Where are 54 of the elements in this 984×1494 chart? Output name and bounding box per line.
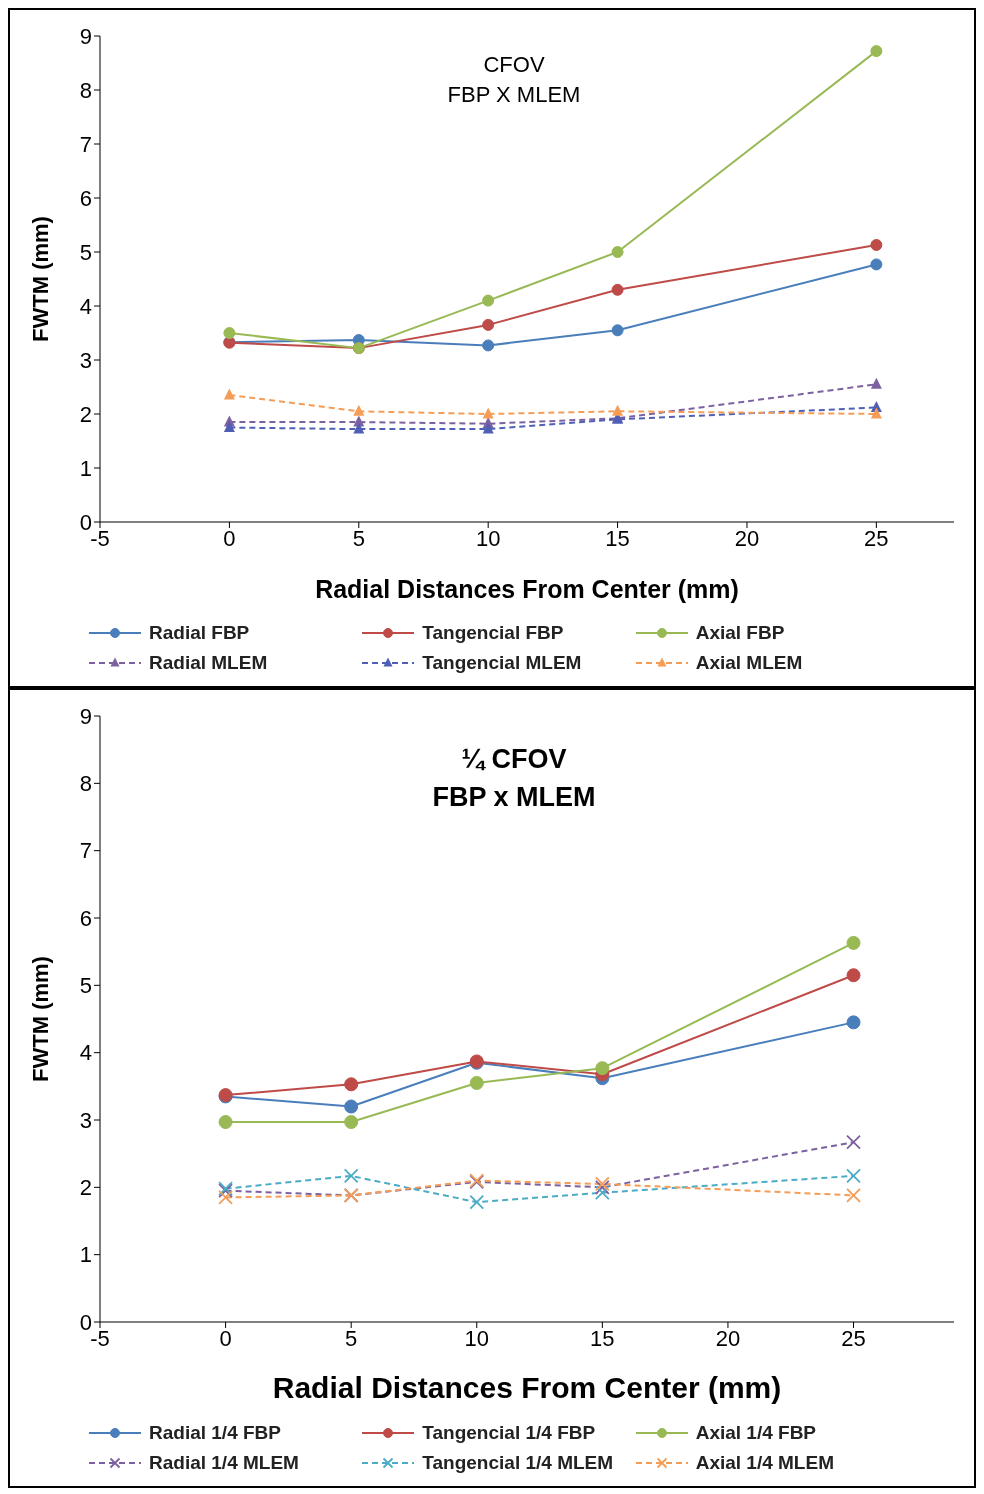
y-tick-label: 1 xyxy=(79,455,92,481)
y-tick-label: 6 xyxy=(79,185,92,211)
y-tick-label: 0 xyxy=(79,509,92,535)
legend-label: Radial 1/4 FBP xyxy=(149,1422,281,1444)
y-axis-title: FWTM (mm) xyxy=(27,956,53,1082)
y-tick-label: 0 xyxy=(79,1309,92,1335)
legend-label: Tangencial 1/4 MLEM xyxy=(422,1452,614,1474)
x-tick-label: 0 xyxy=(223,525,236,551)
y-tick-label: 8 xyxy=(79,771,92,797)
x-tick-label: 25 xyxy=(864,525,889,551)
y-tick-label: 9 xyxy=(79,23,92,49)
text: FBP X MLEM xyxy=(447,82,581,107)
y-tick-label: 7 xyxy=(79,131,92,157)
x-axis-title: Radial Distances From Center (mm) xyxy=(272,1371,782,1404)
text: ¼ CFOV xyxy=(461,744,567,774)
y-axis-title: FWTM (mm) xyxy=(27,216,53,342)
y-tick-label: 8 xyxy=(79,77,92,103)
y-tick-label: 3 xyxy=(79,1107,92,1133)
y-tick-label: 7 xyxy=(79,838,92,864)
y-tick-label: 2 xyxy=(79,401,92,427)
y-tick-label: 9 xyxy=(79,703,92,729)
y-tick-label: 4 xyxy=(79,293,92,319)
y-tick-label: 6 xyxy=(79,905,92,931)
x-tick-label: 5 xyxy=(352,525,365,551)
y-tick-label: 5 xyxy=(79,973,92,999)
x-tick-label: 5 xyxy=(345,1325,358,1351)
text: FBP x MLEM xyxy=(432,782,596,812)
legend-label: Axial 1/4 MLEM xyxy=(695,1452,834,1474)
y-tick-label: 4 xyxy=(79,1040,92,1066)
legend-label: Tangencial FBP xyxy=(422,622,564,644)
legend-label: Radial 1/4 MLEM xyxy=(149,1452,299,1474)
y-tick-label: 5 xyxy=(79,239,92,265)
legend-label: Radial MLEM xyxy=(149,652,268,674)
text: CFOV xyxy=(483,52,545,77)
legend-label: Tangencial MLEM xyxy=(422,652,582,674)
x-tick-label: 25 xyxy=(841,1325,866,1351)
x-axis-title: Radial Distances From Center (mm) xyxy=(315,575,739,603)
y-tick-label: 2 xyxy=(79,1175,92,1201)
legend-label: Radial FBP xyxy=(149,622,250,644)
x-tick-label: -5 xyxy=(90,525,110,551)
x-tick-label: 15 xyxy=(590,1325,615,1351)
y-tick-label: 1 xyxy=(79,1242,92,1268)
x-tick-label: -5 xyxy=(90,1325,110,1351)
legend-label: Axial FBP xyxy=(695,622,785,644)
legend-label: Axial 1/4 FBP xyxy=(695,1422,817,1444)
x-tick-label: 10 xyxy=(475,525,501,551)
x-tick-label: 20 xyxy=(734,525,760,551)
legend-label: Tangencial 1/4 FBP xyxy=(422,1422,596,1444)
x-tick-label: 0 xyxy=(219,1325,232,1351)
y-tick-label: 3 xyxy=(79,347,92,373)
legend-label: Axial MLEM xyxy=(695,652,803,674)
x-tick-label: 20 xyxy=(715,1325,741,1351)
x-tick-label: 15 xyxy=(605,525,630,551)
x-tick-label: 10 xyxy=(464,1325,490,1351)
